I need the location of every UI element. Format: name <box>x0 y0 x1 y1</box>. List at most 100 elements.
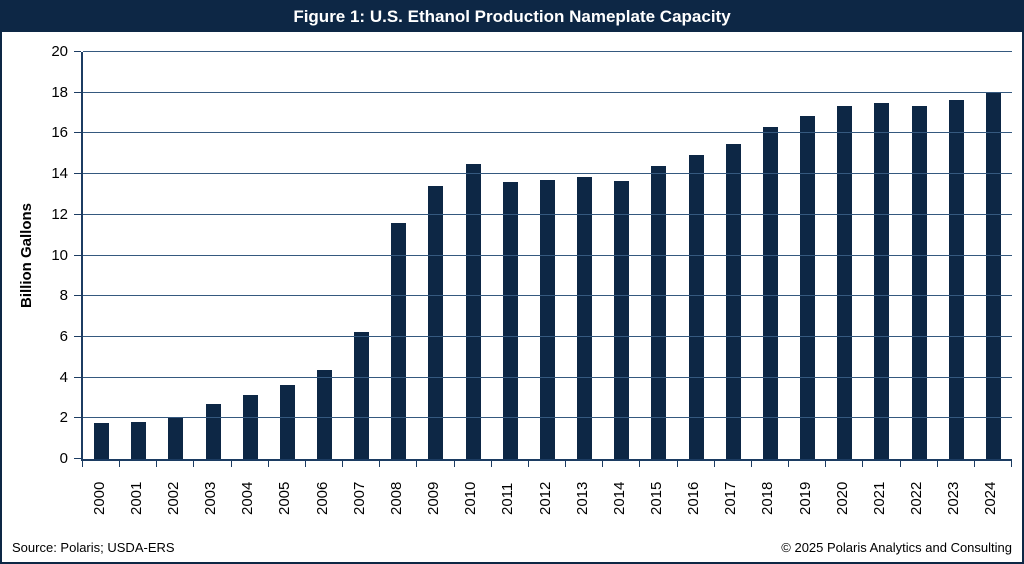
x-tick-label-2019: 2019 <box>796 481 814 515</box>
bar-cell-2019 <box>789 52 826 459</box>
y-tick-label: 18 <box>51 83 68 101</box>
x-tick-mark <box>862 461 864 467</box>
bar-cell-2010 <box>455 52 492 459</box>
gridline-y-8 <box>83 295 1012 297</box>
y-tick-mark <box>74 132 81 134</box>
y-tick-mark <box>74 335 81 337</box>
bar-cell-2014 <box>603 52 640 459</box>
x-tick-label-2013: 2013 <box>573 481 591 515</box>
x-tick-label-2006: 2006 <box>313 481 331 515</box>
bar-2005 <box>279 384 295 459</box>
y-tick-mark <box>74 254 81 256</box>
gridline-y-20 <box>83 51 1012 52</box>
x-tick-mark <box>342 461 344 467</box>
x-tick-label-2020: 2020 <box>833 481 851 515</box>
y-tick-label: 16 <box>51 124 68 142</box>
bar-cell-2005 <box>269 52 306 459</box>
x-tick-mark <box>973 461 975 467</box>
gridline-y-18 <box>83 91 1012 93</box>
bar-cell-2008 <box>380 52 417 459</box>
x-tick-label-2005: 2005 <box>276 481 294 515</box>
bar-cell-2017 <box>715 52 752 459</box>
x-tick-mark <box>156 461 158 467</box>
bar-2020 <box>837 105 853 459</box>
bar-cell-2020 <box>826 52 863 459</box>
x-tick-label-2022: 2022 <box>908 481 926 515</box>
bar-2022 <box>911 105 927 459</box>
y-tick-mark <box>74 173 81 175</box>
x-tick-mark <box>602 461 604 467</box>
y-tick-label: 12 <box>51 205 68 223</box>
bar-cell-2023 <box>938 52 975 459</box>
x-tick-label-2011: 2011 <box>499 482 517 515</box>
y-tick-label: 14 <box>51 165 68 183</box>
y-tick-label: 20 <box>51 43 68 60</box>
x-tick-mark <box>788 461 790 467</box>
bar-2021 <box>874 102 890 459</box>
plot-area <box>74 51 1012 467</box>
bar-2010 <box>465 163 481 459</box>
bar-cell-2018 <box>752 52 789 459</box>
bar-2008 <box>391 222 407 459</box>
x-tick-mark <box>565 461 567 467</box>
bar-2016 <box>688 154 704 459</box>
bar-2018 <box>762 127 778 459</box>
bar-series <box>83 52 1012 459</box>
bar-2014 <box>614 181 630 459</box>
chart-title: Figure 1: U.S. Ethanol Production Namepl… <box>2 2 1022 32</box>
gridline-y-2 <box>83 417 1012 419</box>
y-tick-label: 6 <box>59 327 68 345</box>
y-tick-mark <box>74 417 81 419</box>
bar-2002 <box>168 418 184 459</box>
x-tick-label-2003: 2003 <box>202 481 220 515</box>
x-axis-tick-labels: 2000 2001 2002 2003 2004 2005 2006 2007 2008 2009… <box>81 467 1010 517</box>
bar-cell-2007 <box>343 52 380 459</box>
x-tick-label-2010: 2010 <box>462 481 480 515</box>
bar-2017 <box>725 143 741 459</box>
bar-cell-2021 <box>863 52 900 459</box>
x-tick-mark <box>230 461 232 467</box>
y-tick-mark <box>74 91 81 93</box>
x-tick-label-2018: 2018 <box>759 481 777 515</box>
bar-2004 <box>242 394 258 459</box>
x-tick-label-2024: 2024 <box>982 481 1000 515</box>
x-tick-mark <box>527 461 529 467</box>
x-tick-label-2017: 2017 <box>722 481 740 515</box>
x-tick-mark <box>453 461 455 467</box>
x-tick-mark <box>750 461 752 467</box>
y-tick-mark <box>74 51 81 52</box>
bar-cell-2011 <box>492 52 529 459</box>
x-tick-label-2012: 2012 <box>536 481 554 515</box>
x-tick-mark <box>1011 461 1012 467</box>
gridline-y-14 <box>83 173 1012 175</box>
bar-2012 <box>539 180 555 459</box>
y-tick-label: 10 <box>51 246 68 264</box>
bar-cell-2001 <box>120 52 157 459</box>
bar-2015 <box>651 165 667 459</box>
y-tick-label: 0 <box>59 450 68 467</box>
bar-cell-2015 <box>640 52 677 459</box>
footer: Source: Polaris; USDA-ERS © 2025 Polaris… <box>12 540 1012 555</box>
bar-2003 <box>205 404 221 459</box>
x-tick-mark <box>713 461 715 467</box>
bar-cell-2006 <box>306 52 343 459</box>
bar-2001 <box>131 422 147 459</box>
y-tick-label: 4 <box>59 368 68 386</box>
x-tick-label-2001: 2001 <box>127 481 145 515</box>
x-tick-mark <box>416 461 418 467</box>
y-tick-mark <box>74 213 81 215</box>
bar-2007 <box>354 331 370 459</box>
gridline-y-12 <box>83 213 1012 215</box>
y-tick-mark <box>74 458 81 459</box>
y-tick-mark <box>74 376 81 378</box>
bar-cell-2016 <box>678 52 715 459</box>
y-axis-tick-labels: 0 2 4 6 8 10 12 14 16 18 20 <box>2 44 68 467</box>
gridline-y-10 <box>83 254 1012 256</box>
x-tick-mark <box>936 461 938 467</box>
x-tick-label-2021: 2021 <box>870 481 888 515</box>
y-tick-mark <box>74 295 81 297</box>
bar-2000 <box>94 423 110 459</box>
x-tick-label-2007: 2007 <box>350 481 368 515</box>
bar-cell-2004 <box>232 52 269 459</box>
